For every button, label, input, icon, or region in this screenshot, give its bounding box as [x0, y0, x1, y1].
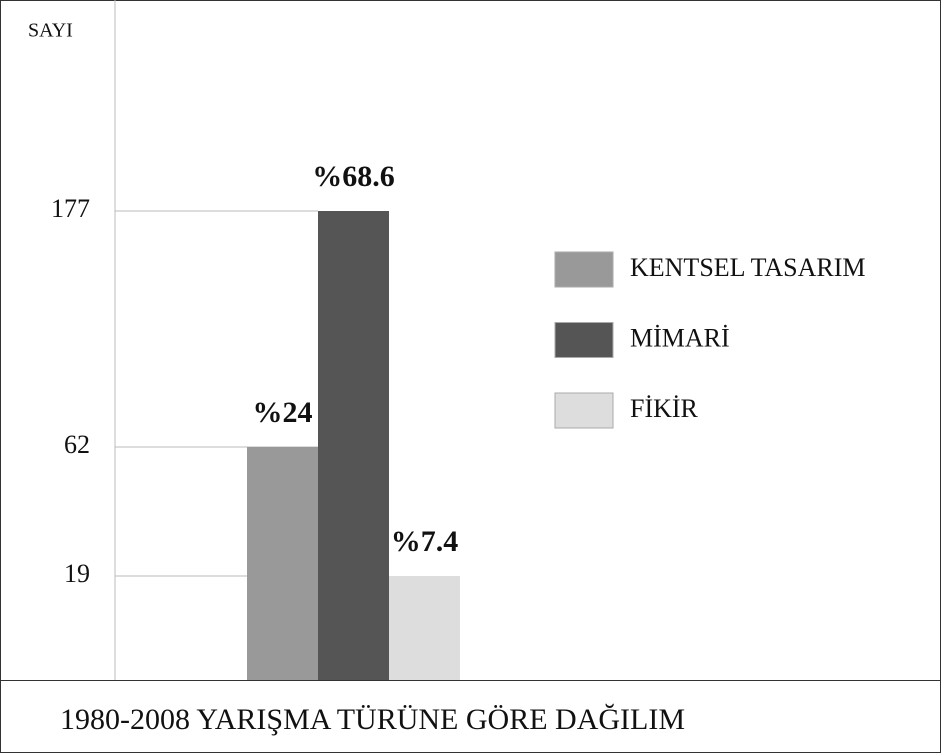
data-label: %7.4 — [391, 525, 459, 558]
legend-label: KENTSEL TASARIM — [630, 253, 866, 282]
bar — [247, 447, 318, 680]
data-label: %68.6 — [312, 160, 395, 193]
chart-title: 1980-2008 YARIŞMA TÜRÜNE GÖRE DAĞILIM — [60, 703, 685, 736]
bar — [389, 576, 460, 680]
y-tick-label: 62 — [64, 430, 90, 459]
bar — [318, 211, 389, 680]
legend-swatch — [554, 251, 614, 288]
y-axis-label: SAYI — [28, 20, 73, 42]
data-label: %24 — [253, 396, 313, 429]
y-tick-label: 177 — [51, 194, 90, 223]
legend-swatch — [554, 392, 614, 429]
legend-swatch — [554, 322, 614, 358]
legend-label: FİKİR — [630, 394, 699, 423]
legend-label: MİMARİ — [630, 323, 730, 352]
y-tick-label: 19 — [64, 559, 90, 588]
